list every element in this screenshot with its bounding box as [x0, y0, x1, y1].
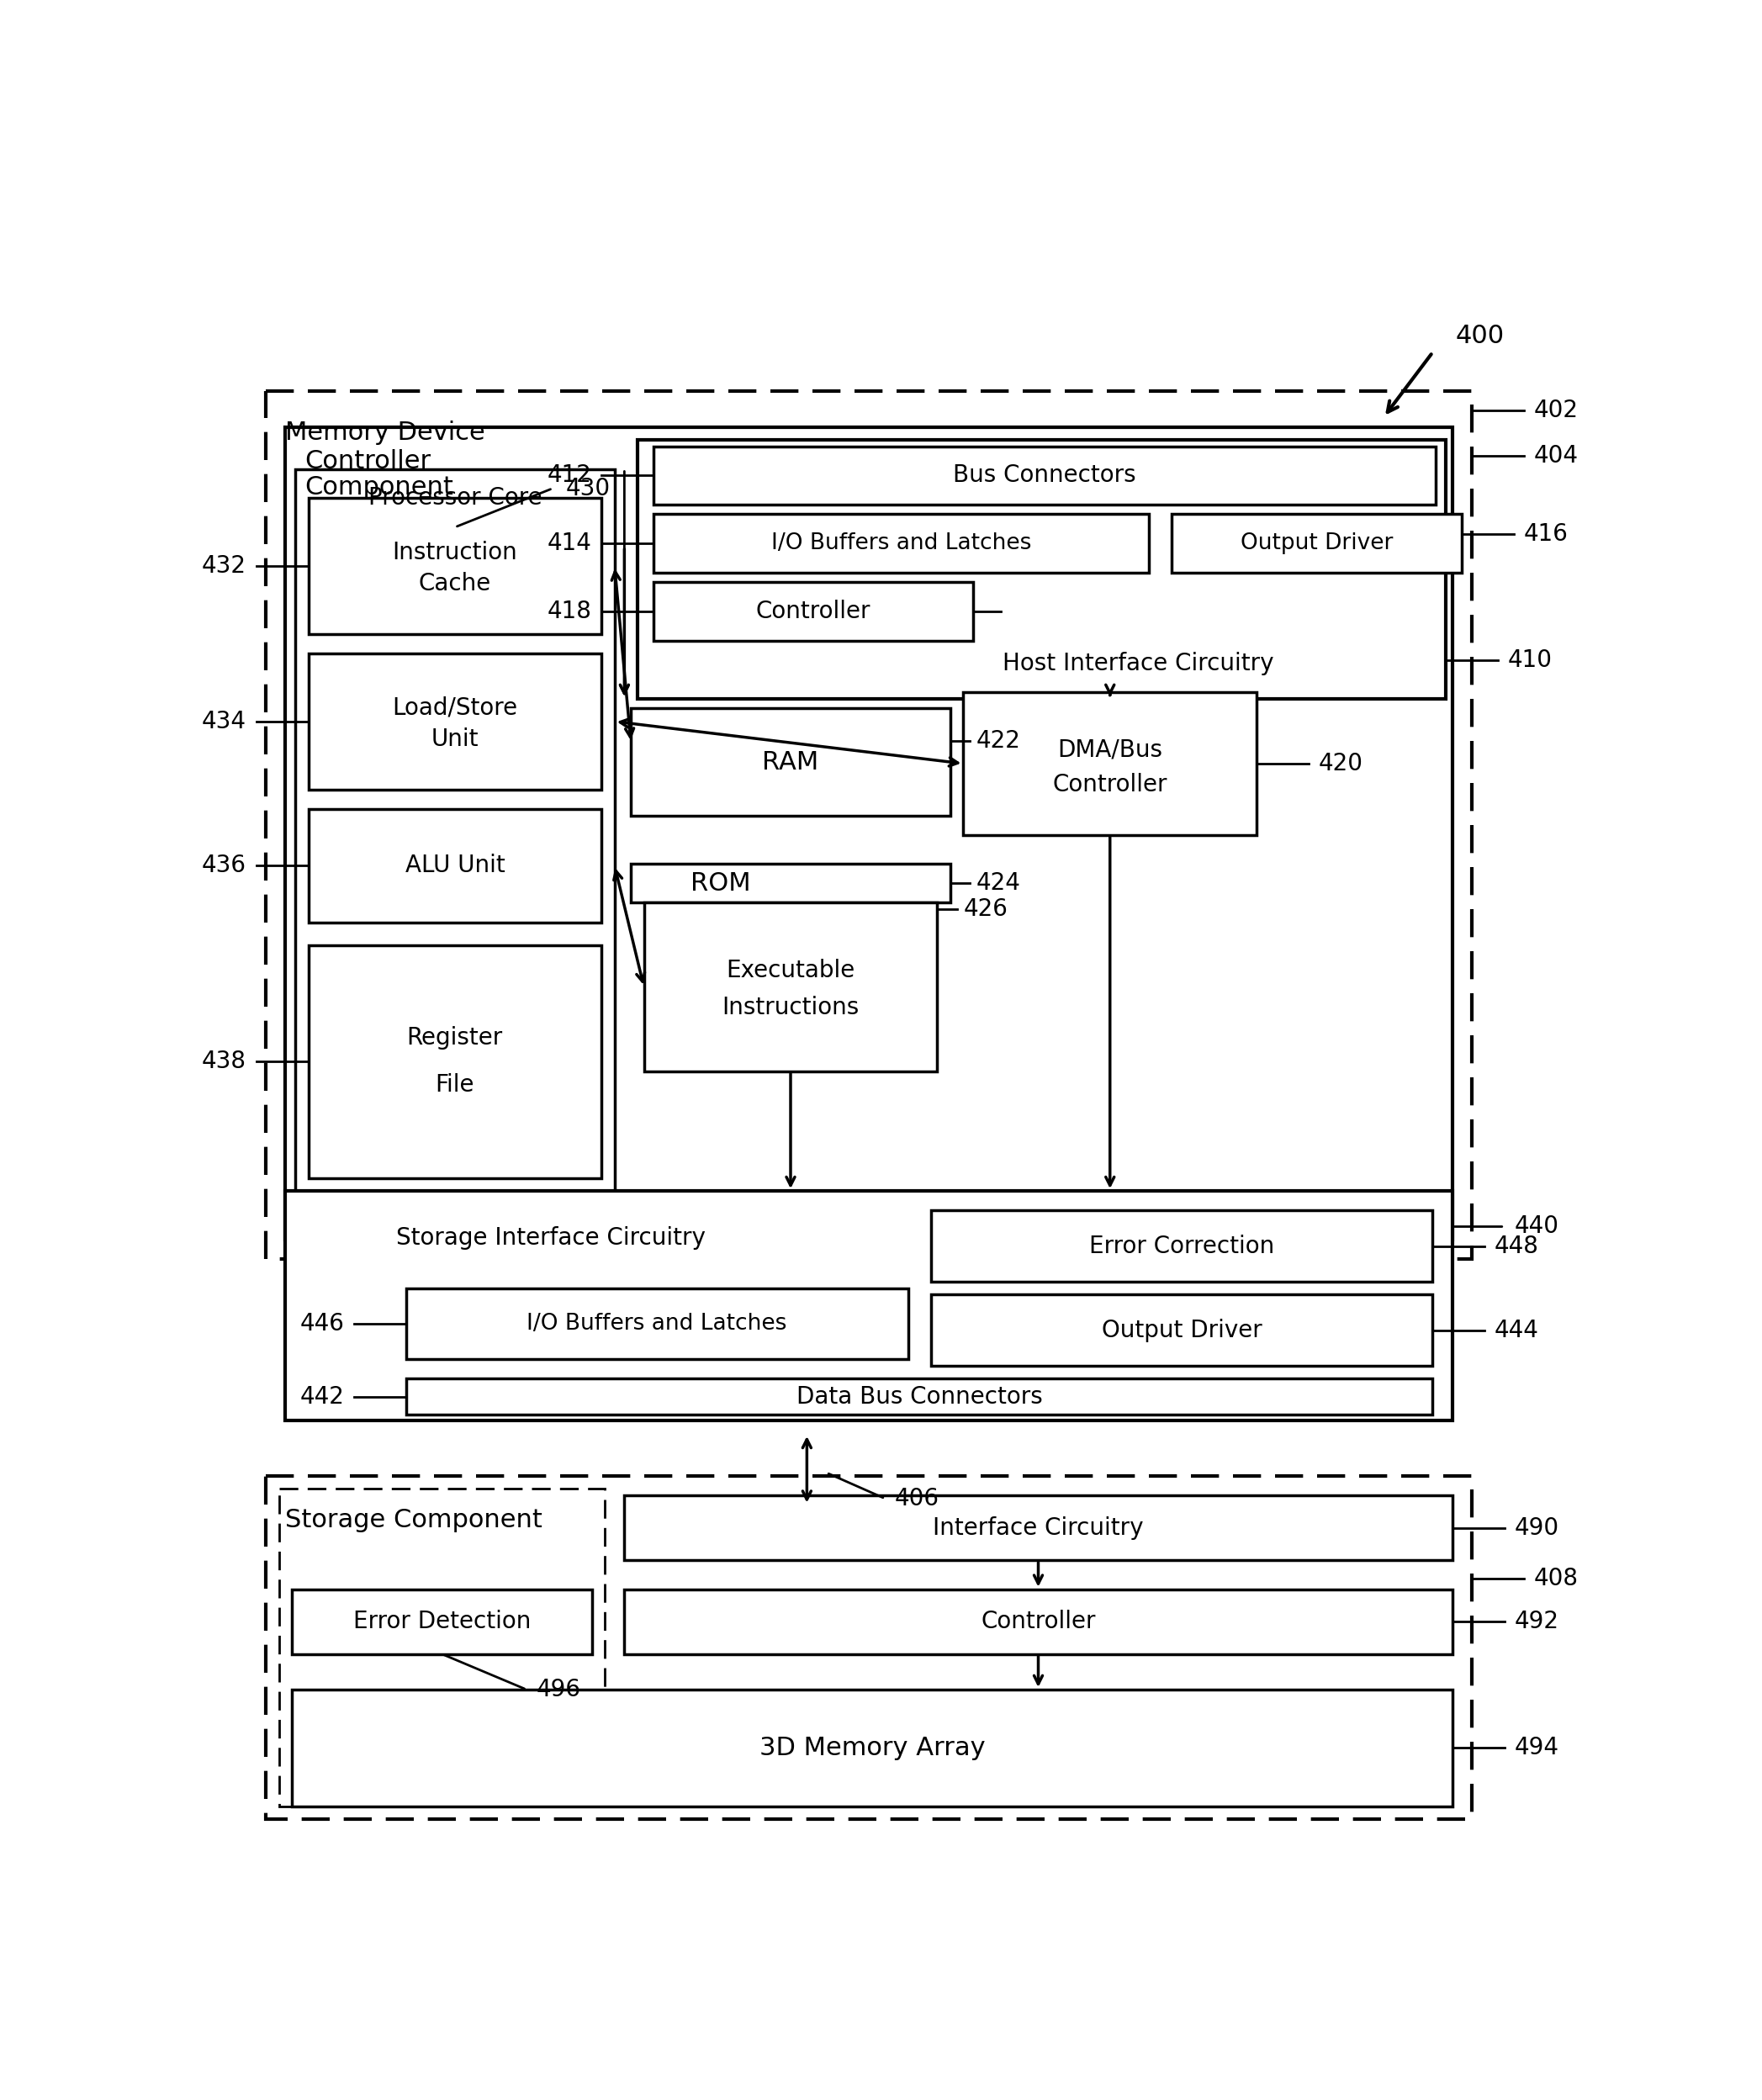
- Bar: [643, 903, 937, 1071]
- Text: 432: 432: [201, 554, 247, 578]
- Text: Error Detection: Error Detection: [352, 1611, 530, 1634]
- Bar: [308, 653, 601, 790]
- Text: 414: 414: [548, 531, 592, 554]
- Bar: [296, 468, 615, 1195]
- Text: 402: 402: [1533, 399, 1579, 422]
- Text: Register: Register: [407, 1027, 502, 1050]
- Text: Storage Interface Circuitry: Storage Interface Circuitry: [396, 1226, 705, 1249]
- Text: Output Driver: Output Driver: [1240, 533, 1394, 554]
- Bar: [930, 1210, 1433, 1281]
- Bar: [638, 439, 1445, 699]
- Text: 422: 422: [976, 729, 1020, 752]
- Text: 440: 440: [1514, 1214, 1559, 1239]
- Text: DMA/Bus: DMA/Bus: [1057, 737, 1163, 760]
- Text: ALU Unit: ALU Unit: [405, 855, 506, 878]
- Text: 418: 418: [548, 601, 592, 624]
- Text: Controller: Controller: [305, 449, 432, 475]
- Bar: [930, 1294, 1433, 1365]
- Text: Component: Component: [305, 475, 455, 500]
- Bar: [285, 426, 1452, 1239]
- Bar: [308, 945, 601, 1178]
- Text: Interface Circuitry: Interface Circuitry: [932, 1516, 1144, 1539]
- Text: ROM: ROM: [691, 871, 751, 895]
- Text: File: File: [435, 1073, 474, 1096]
- Text: 412: 412: [548, 464, 592, 487]
- Bar: [654, 514, 1149, 573]
- Text: Bus Connectors: Bus Connectors: [953, 464, 1136, 487]
- Bar: [266, 1476, 1471, 1819]
- Text: Controller: Controller: [981, 1611, 1096, 1634]
- Text: 436: 436: [201, 855, 247, 878]
- Text: 424: 424: [976, 871, 1020, 895]
- Text: 400: 400: [1455, 323, 1505, 349]
- Bar: [308, 808, 601, 922]
- Bar: [624, 1495, 1452, 1560]
- Text: Memory Device: Memory Device: [285, 420, 485, 445]
- Bar: [292, 1590, 592, 1655]
- Text: I/O Buffers and Latches: I/O Buffers and Latches: [772, 533, 1031, 554]
- Bar: [278, 1489, 604, 1806]
- Text: 408: 408: [1533, 1567, 1579, 1590]
- Text: 490: 490: [1514, 1516, 1559, 1539]
- Text: Executable: Executable: [726, 958, 855, 983]
- Text: 448: 448: [1494, 1235, 1538, 1258]
- Bar: [405, 1287, 907, 1359]
- Text: 404: 404: [1533, 445, 1579, 468]
- Text: 406: 406: [895, 1487, 939, 1510]
- Bar: [308, 498, 601, 634]
- Bar: [405, 1380, 1433, 1415]
- Text: 416: 416: [1524, 523, 1568, 546]
- Text: I/O Buffers and Latches: I/O Buffers and Latches: [527, 1312, 788, 1336]
- Text: 434: 434: [201, 710, 247, 733]
- Text: 444: 444: [1494, 1319, 1538, 1342]
- Text: 442: 442: [300, 1384, 344, 1409]
- Text: Instructions: Instructions: [722, 995, 860, 1018]
- Text: Cache: Cache: [419, 571, 492, 596]
- Text: 492: 492: [1514, 1611, 1559, 1634]
- Text: 3D Memory Array: 3D Memory Array: [759, 1737, 985, 1760]
- Bar: [285, 1191, 1452, 1422]
- Bar: [654, 447, 1436, 504]
- Text: Storage Component: Storage Component: [285, 1508, 543, 1533]
- Text: 420: 420: [1318, 752, 1364, 775]
- Text: Processor Core: Processor Core: [368, 487, 541, 510]
- Text: 438: 438: [201, 1050, 247, 1073]
- Text: Controller: Controller: [1052, 773, 1168, 796]
- Bar: [654, 582, 973, 640]
- Text: 496: 496: [536, 1678, 581, 1701]
- Text: Error Correction: Error Correction: [1089, 1235, 1274, 1258]
- Bar: [624, 1590, 1452, 1655]
- Text: 446: 446: [300, 1312, 344, 1336]
- Text: 494: 494: [1514, 1737, 1559, 1760]
- Text: RAM: RAM: [763, 750, 819, 775]
- Text: Data Bus Connectors: Data Bus Connectors: [796, 1384, 1043, 1409]
- Text: 410: 410: [1508, 649, 1552, 672]
- Text: Output Driver: Output Driver: [1101, 1319, 1262, 1342]
- Text: 426: 426: [964, 897, 1008, 922]
- Bar: [964, 693, 1256, 836]
- Text: Load/Store: Load/Store: [393, 695, 518, 720]
- Bar: [631, 863, 950, 903]
- Text: Unit: Unit: [432, 727, 479, 752]
- Bar: [266, 391, 1471, 1260]
- Text: Controller: Controller: [756, 601, 870, 624]
- Text: 430: 430: [566, 477, 610, 500]
- Bar: [1172, 514, 1462, 573]
- Text: Instruction: Instruction: [393, 540, 518, 565]
- Text: Host Interface Circuitry: Host Interface Circuitry: [1003, 651, 1274, 674]
- Bar: [631, 708, 950, 815]
- Bar: [292, 1690, 1452, 1806]
